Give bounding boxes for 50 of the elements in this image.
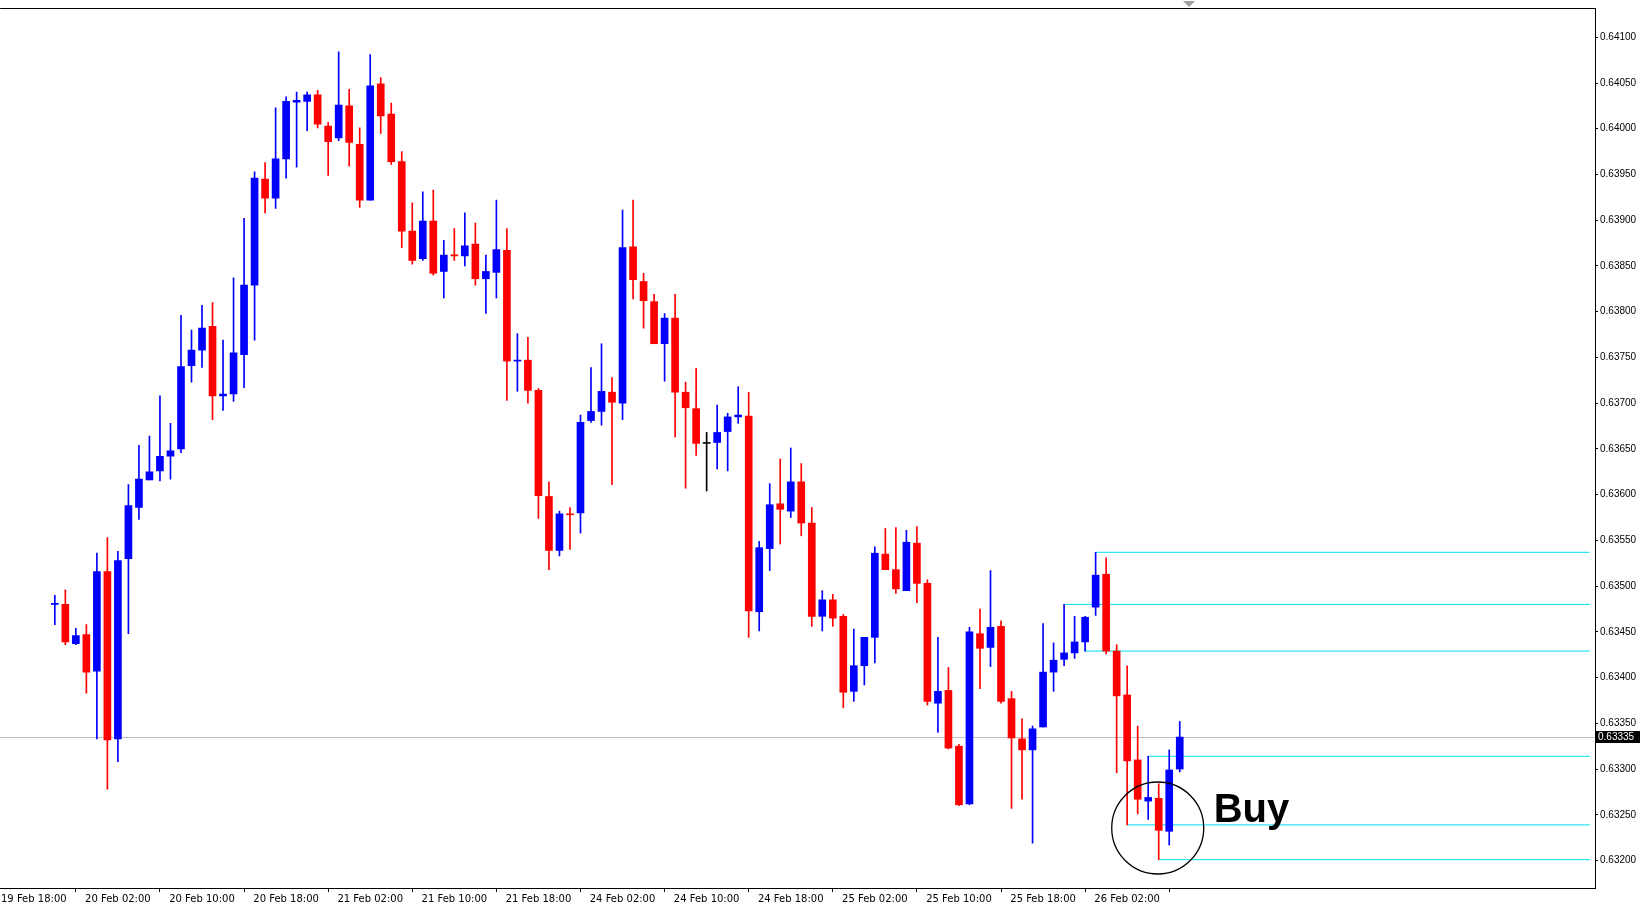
x-tick-label: 26 Feb 02:00 — [1094, 892, 1160, 904]
candlestick — [303, 91, 311, 131]
y-tick-label: 0.63200 — [1600, 854, 1637, 866]
y-tick-label: 0.64050 — [1600, 76, 1637, 88]
candlestick — [713, 404, 721, 470]
y-tick-label: 0.63350 — [1600, 717, 1637, 729]
candlestick — [566, 507, 574, 550]
x-tick-label: 20 Feb 10:00 — [169, 892, 235, 904]
ref-line-label: 0.63335 — [1598, 730, 1635, 742]
candlestick — [608, 377, 616, 485]
y-tick-label: 0.64100 — [1600, 31, 1637, 43]
candlestick — [461, 212, 469, 267]
y-tick-label: 0.63800 — [1600, 305, 1637, 317]
y-tick-label: 0.63250 — [1600, 808, 1637, 820]
y-tick-label: 0.63450 — [1600, 625, 1637, 637]
y-tick-label: 0.63650 — [1600, 442, 1637, 454]
x-tick-label: 21 Feb 02:00 — [337, 892, 404, 904]
x-tick-label: 20 Feb 18:00 — [253, 892, 319, 904]
y-tick-label: 0.64000 — [1600, 122, 1637, 134]
y-tick-label: 0.63700 — [1600, 396, 1637, 408]
candlestick — [1018, 718, 1026, 800]
annotation: Buy — [1213, 786, 1291, 831]
x-tick-label: 24 Feb 10:00 — [673, 892, 740, 904]
candlestick — [1060, 604, 1068, 667]
y-tick-label: 0.63750 — [1600, 351, 1637, 363]
x-tick-label: 24 Feb 18:00 — [757, 892, 824, 904]
x-tick-label: 25 Feb 02:00 — [842, 892, 908, 904]
candlestick — [776, 458, 785, 545]
x-tick-label: 25 Feb 10:00 — [926, 892, 992, 904]
y-tick-label: 0.63300 — [1600, 762, 1637, 774]
x-tick-label: 21 Feb 10:00 — [421, 892, 488, 904]
y-tick-label: 0.63400 — [1600, 671, 1637, 683]
y-tick-label: 0.63900 — [1600, 213, 1637, 225]
candlestick — [482, 254, 490, 314]
x-tick-label: 21 Feb 18:00 — [505, 892, 572, 904]
x-tick-label: 19 Feb 18:00 — [1, 892, 67, 904]
candlestick — [976, 608, 984, 689]
candlestick — [934, 637, 942, 733]
candlestick — [51, 594, 59, 625]
y-tick-label: 0.63550 — [1600, 534, 1637, 546]
y-tick-label: 0.63850 — [1600, 259, 1637, 271]
x-tick-label: 24 Feb 02:00 — [589, 892, 656, 904]
candlestick — [1144, 755, 1153, 820]
y-tick-label: 0.63950 — [1600, 168, 1637, 180]
candlestick — [587, 367, 595, 423]
x-tick-label: 20 Feb 02:00 — [85, 892, 151, 904]
x-tick-label: 25 Feb 18:00 — [1010, 892, 1076, 904]
y-tick-label: 0.63600 — [1600, 488, 1637, 500]
y-tick-label: 0.63500 — [1600, 579, 1637, 591]
candlestick — [156, 395, 164, 482]
